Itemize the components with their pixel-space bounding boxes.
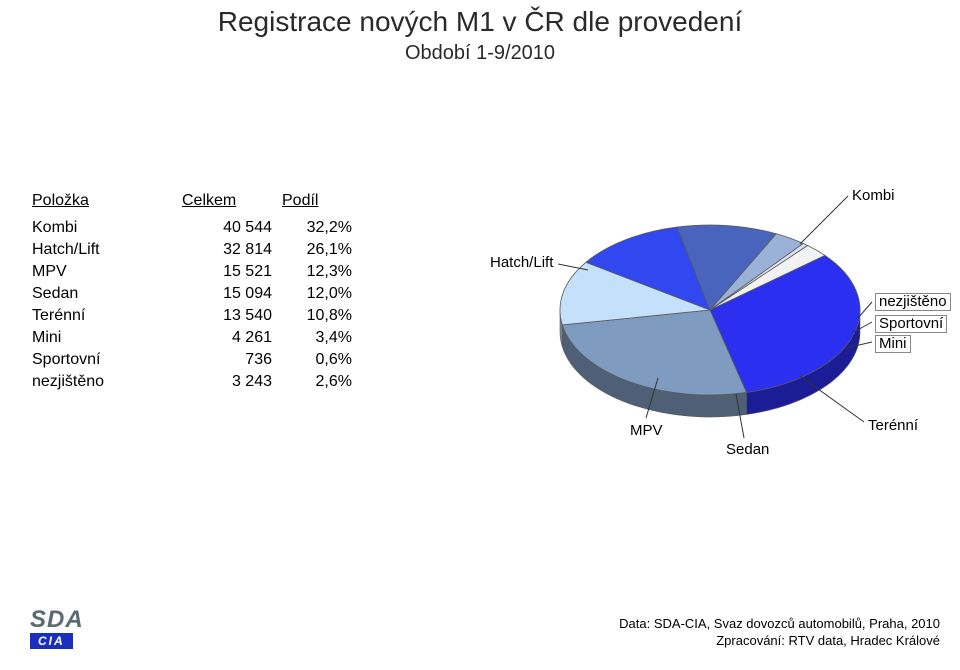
- pie-label: Terénní: [868, 418, 918, 433]
- table-row: Terénní13 54010,8%: [32, 306, 360, 326]
- cell-item: Mini: [32, 328, 180, 348]
- cell-share: 12,0%: [282, 284, 360, 304]
- table-row: Mini4 2613,4%: [32, 328, 360, 348]
- cell-total: 40 544: [182, 218, 280, 238]
- pie-label: Sportovní: [875, 315, 947, 333]
- cell-item: Sportovní: [32, 350, 180, 370]
- cell-item: nezjištěno: [32, 372, 180, 392]
- table-row: Kombi40 54432,2%: [32, 218, 360, 238]
- cell-share: 0,6%: [282, 350, 360, 370]
- pie-label: MPV: [630, 423, 663, 438]
- logo-cia: CIA: [30, 633, 73, 649]
- pie-label: Hatch/Lift: [490, 255, 553, 270]
- th-total: Celkem: [182, 192, 280, 216]
- cell-item: Sedan: [32, 284, 180, 304]
- chart-title: Registrace nových M1 v ČR dle provedení: [0, 6, 960, 38]
- cell-total: 4 261: [182, 328, 280, 348]
- pie-label: Mini: [875, 335, 911, 353]
- data-table: Položka Celkem Podíl Kombi40 54432,2%Hat…: [30, 190, 362, 394]
- th-share: Podíl: [282, 192, 360, 216]
- leader-line: [800, 376, 864, 422]
- cell-item: Kombi: [32, 218, 180, 238]
- cell-share: 3,4%: [282, 328, 360, 348]
- footer-line2: Zpracování: RTV data, Hradec Králové: [619, 632, 940, 650]
- cell-share: 26,1%: [282, 240, 360, 260]
- chart-subtitle: Období 1-9/2010: [0, 42, 960, 65]
- table-row: nezjištěno3 2432,6%: [32, 372, 360, 392]
- cell-share: 12,3%: [282, 262, 360, 282]
- page-root: Registrace nových M1 v ČR dle provedení …: [0, 0, 960, 670]
- logo-sda: SDA: [30, 609, 84, 631]
- leader-line: [800, 196, 848, 244]
- cell-total: 3 243: [182, 372, 280, 392]
- pie-label: nezjištěno: [875, 293, 951, 311]
- pie-label: Kombi: [852, 188, 895, 203]
- table-row: Sedan15 09412,0%: [32, 284, 360, 304]
- footer-text: Data: SDA-CIA, Svaz dovozců automobilů, …: [619, 615, 940, 650]
- pie-label: Sedan: [726, 442, 769, 457]
- table-row: Hatch/Lift32 81426,1%: [32, 240, 360, 260]
- footer-logo: SDA CIA: [30, 609, 84, 650]
- cell-item: Hatch/Lift: [32, 240, 180, 260]
- cell-item: MPV: [32, 262, 180, 282]
- table-header-row: Položka Celkem Podíl: [32, 192, 360, 216]
- cell-total: 15 094: [182, 284, 280, 304]
- cell-total: 736: [182, 350, 280, 370]
- table-row: MPV15 52112,3%: [32, 262, 360, 282]
- footer-line1: Data: SDA-CIA, Svaz dovozců automobilů, …: [619, 615, 940, 633]
- cell-share: 32,2%: [282, 218, 360, 238]
- pie-chart: KombiHatch/LiftMPVSedanTerénníMiniSporto…: [480, 160, 940, 480]
- cell-share: 2,6%: [282, 372, 360, 392]
- cell-share: 10,8%: [282, 306, 360, 326]
- cell-total: 32 814: [182, 240, 280, 260]
- th-item: Položka: [32, 192, 180, 216]
- cell-total: 15 521: [182, 262, 280, 282]
- cell-item: Terénní: [32, 306, 180, 326]
- cell-total: 13 540: [182, 306, 280, 326]
- table-row: Sportovní7360,6%: [32, 350, 360, 370]
